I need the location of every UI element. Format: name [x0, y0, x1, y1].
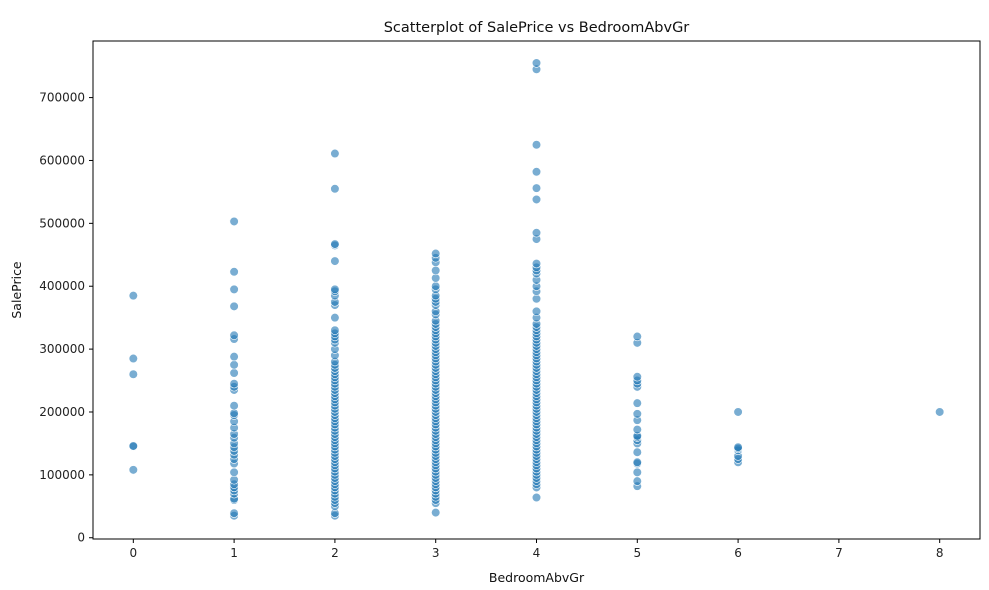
data-point	[531, 228, 542, 238]
data-point	[128, 369, 138, 379]
data-point	[229, 284, 239, 294]
data-point	[632, 409, 642, 419]
data-point	[531, 58, 542, 68]
data-point	[935, 407, 945, 417]
data-point	[330, 256, 340, 266]
data-point	[431, 248, 441, 259]
data-point	[330, 313, 340, 323]
data-point	[229, 216, 239, 227]
x-tick-label: 6	[734, 546, 742, 560]
data-point	[632, 467, 642, 477]
x-tick-label: 3	[432, 546, 440, 560]
data-point	[531, 306, 542, 316]
y-axis-label: SalePrice	[9, 261, 24, 319]
data-point	[229, 467, 239, 477]
data-point	[632, 457, 642, 467]
data-point	[632, 398, 642, 408]
data-point	[330, 325, 340, 335]
data-point	[330, 148, 340, 159]
y-tick-label: 600000	[39, 153, 85, 167]
data-point	[431, 281, 441, 291]
data-point	[330, 284, 340, 294]
y-tick-label: 0	[77, 531, 85, 545]
data-point	[632, 476, 642, 486]
x-tick-label: 8	[936, 546, 944, 560]
y-tick-label: 100000	[39, 468, 85, 482]
data-point	[733, 442, 743, 452]
x-tick-label: 2	[331, 546, 339, 560]
y-tick-label: 500000	[39, 216, 85, 230]
x-tick-label: 7	[835, 546, 843, 560]
plot-frame	[92, 40, 981, 540]
data-point	[128, 353, 138, 364]
data-point	[531, 492, 542, 503]
y-tick-label: 200000	[39, 405, 85, 419]
x-tick-label: 1	[230, 546, 238, 560]
data-point	[229, 360, 239, 370]
data-point	[431, 507, 441, 518]
data-point	[229, 368, 239, 378]
data-point	[531, 140, 542, 150]
data-point	[431, 265, 441, 276]
data-point	[531, 183, 542, 193]
chart-title: Scatterplot of SalePrice vs BedroomAbvGr	[384, 20, 690, 36]
data-point	[128, 441, 138, 451]
x-tick-label: 0	[129, 546, 137, 560]
data-point	[330, 239, 340, 249]
data-point	[229, 401, 239, 411]
data-point	[632, 424, 642, 435]
y-tick-label: 300000	[39, 342, 85, 356]
points-layer	[128, 58, 945, 521]
x-tick-label: 5	[633, 546, 641, 560]
data-point	[229, 352, 239, 362]
data-point	[229, 508, 239, 518]
data-point	[632, 331, 642, 342]
data-point	[229, 379, 239, 389]
data-point	[531, 258, 542, 269]
data-point	[128, 465, 138, 475]
data-point	[531, 167, 542, 177]
data-point	[128, 291, 138, 301]
data-point	[632, 447, 642, 457]
data-point	[330, 184, 340, 194]
y-axis-ticks: 0 100000 200000 300000 400000 500000 600000 700…	[39, 91, 93, 545]
data-point	[531, 194, 542, 205]
data-point	[632, 372, 642, 382]
data-point	[229, 267, 239, 277]
data-point	[229, 301, 239, 311]
x-axis-label: BedroomAbvGr	[489, 570, 585, 585]
data-point	[733, 407, 743, 417]
x-axis-ticks: 0 1 2 3 4 5 6 7 8	[129, 539, 944, 560]
x-tick-label: 4	[533, 546, 541, 560]
y-tick-label: 400000	[39, 279, 85, 293]
data-point	[229, 330, 239, 340]
y-tick-label: 700000	[39, 91, 85, 105]
